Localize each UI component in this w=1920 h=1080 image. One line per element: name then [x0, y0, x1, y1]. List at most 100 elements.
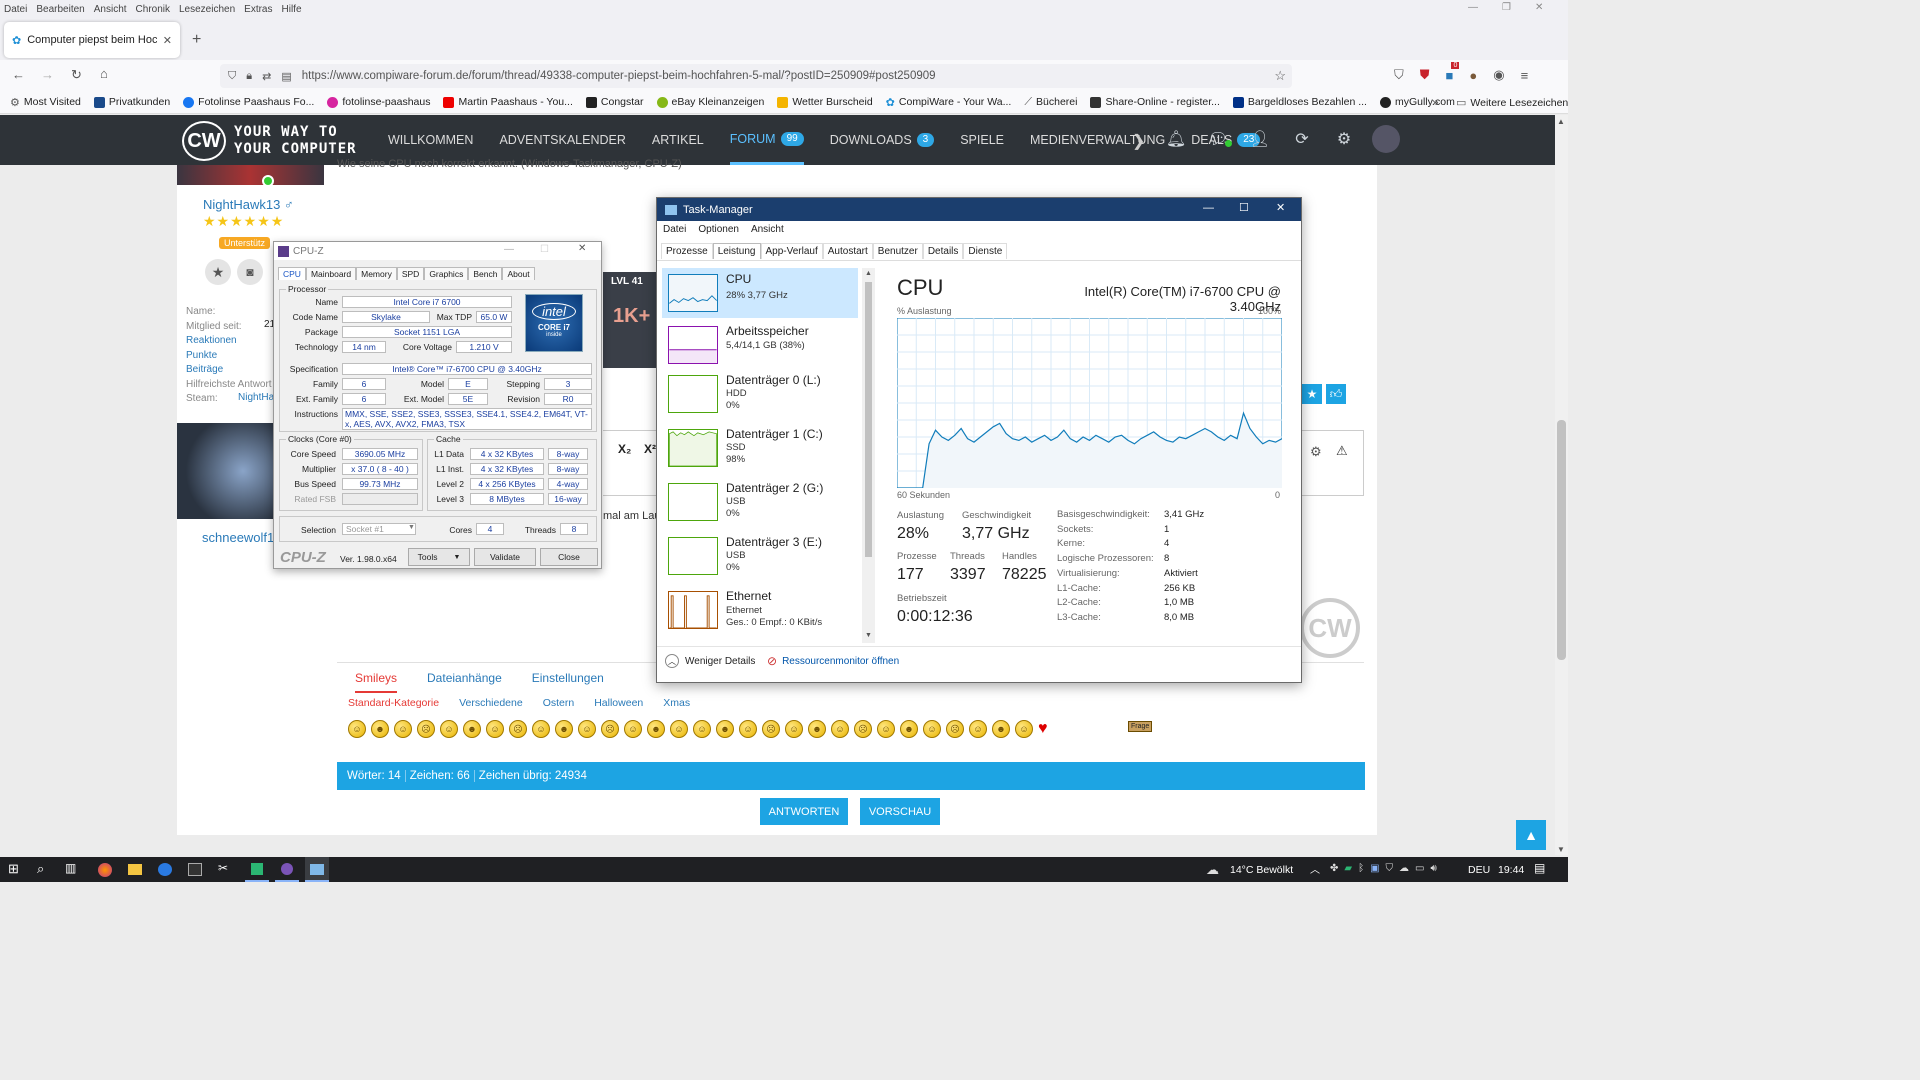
extension-icon[interactable]: ■ 0: [1445, 61, 1460, 83]
bookmark-compiware[interactable]: ✿ CompiWare - Your Wa...: [886, 96, 1012, 109]
bookmark-star-icon[interactable]: ☆: [1274, 68, 1286, 83]
pocket-icon[interactable]: ⛉: [1394, 67, 1404, 82]
smiley-icon[interactable]: ☹: [854, 720, 872, 738]
second-user-avatar[interactable]: [177, 423, 287, 519]
tm-tab-performance[interactable]: Leistung: [712, 243, 761, 259]
menu-chronik[interactable]: Chronik: [135, 3, 170, 15]
smiley-icon[interactable]: ☻: [992, 720, 1010, 738]
tab-settings[interactable]: Einstellungen: [531, 670, 604, 685]
user-icon[interactable]: 👤︎: [1249, 131, 1271, 148]
reply-button[interactable]: ANTWORTEN: [760, 798, 848, 825]
smiley-icon[interactable]: ☺: [693, 720, 711, 738]
weather-text[interactable]: 14°C Bewölkt: [1230, 864, 1294, 876]
subscript-button[interactable]: X₂: [618, 442, 632, 456]
tray-chevron-up-icon[interactable]: ︿: [1310, 865, 1320, 876]
nav-item-artikel[interactable]: ARTIKEL: [652, 115, 704, 165]
scroll-down-icon[interactable]: ▼: [865, 632, 872, 639]
smiley-icon[interactable]: ☺: [739, 720, 757, 738]
bookmark-buecherei[interactable]: ⟋ Bücherei: [1024, 96, 1077, 109]
camera-trophy-icon[interactable]: ◙: [237, 259, 263, 285]
ublock-icon[interactable]: ⛊: [1419, 67, 1430, 82]
tm-minimize-icon[interactable]: —: [1203, 202, 1214, 214]
back-icon[interactable]: ←: [12, 67, 25, 82]
tm-resource-disk2[interactable]: Datenträger 2 (G:) USB 0%: [662, 477, 858, 527]
tray-bluetooth-icon[interactable]: ᛒ: [1358, 863, 1365, 874]
shield-icon[interactable]: ⛉: [228, 69, 237, 82]
reader-icon[interactable]: ▤: [281, 70, 292, 83]
smiley-icon[interactable]: ☺: [440, 720, 458, 738]
bell-icon[interactable]: 🔔︎: [1165, 131, 1187, 148]
smiley-icon[interactable]: ☹: [601, 720, 619, 738]
clock-time[interactable]: 19:44: [1498, 864, 1525, 876]
maximize-icon[interactable]: ❐: [1502, 2, 1511, 13]
superscript-button[interactable]: X²: [644, 442, 656, 456]
tm-resource-ethernet[interactable]: Ethernet Ethernet Ges.: 0 Empf.: 0 KBit/…: [662, 585, 858, 635]
smiley-icon[interactable]: ☺: [969, 720, 987, 738]
smiley-icon[interactable]: ☺: [624, 720, 642, 738]
bookmark-privatkunden[interactable]: Privatkunden: [93, 96, 170, 108]
scroll-down-icon[interactable]: ▼: [1557, 845, 1565, 854]
smiley-icon[interactable]: ☻: [716, 720, 734, 738]
browser-tab-active[interactable]: ✿ Computer piepst beim Hochfa ✕: [4, 22, 180, 58]
tm-resource-memory[interactable]: Arbeitsspeicher 5,4/14,1 GB (38%): [662, 320, 858, 370]
tab-close-icon[interactable]: ✕: [162, 34, 172, 47]
tray-network-icon[interactable]: ▭: [1415, 863, 1425, 874]
cpuz-tab-graphics[interactable]: Graphics: [424, 266, 469, 280]
bookmark-most-visited[interactable]: ⚙ Most Visited: [10, 96, 81, 109]
sync-icon[interactable]: ⟳: [1295, 131, 1309, 148]
smiley-icon[interactable]: ☻: [900, 720, 918, 738]
windows-start-icon[interactable]: ⊞: [8, 861, 19, 876]
forward-icon[interactable]: →: [41, 67, 54, 82]
preview-button[interactable]: VORSCHAU: [860, 798, 940, 825]
nav-item-deals[interactable]: DEALS 23: [1191, 115, 1261, 165]
like-thumb-icon[interactable]: 👍︎: [1326, 384, 1346, 404]
minimize-icon[interactable]: —: [1468, 2, 1478, 13]
smiley-icon[interactable]: ☺: [578, 720, 596, 738]
smiley-category[interactable]: Halloween: [594, 697, 644, 709]
smiley-icon[interactable]: ☹: [509, 720, 527, 738]
star-trophy-icon[interactable]: ★: [205, 259, 231, 285]
scroll-up-icon[interactable]: ▲: [1557, 117, 1565, 126]
steam-value[interactable]: NightHa: [238, 392, 275, 403]
nav-item-forum[interactable]: FORUM 99: [729, 115, 804, 165]
cloud-weather-icon[interactable]: ☁: [1206, 862, 1219, 877]
cpuz-socket-select[interactable]: Socket #1: [342, 523, 416, 535]
cpuz-tab-mainboard[interactable]: Mainboard: [305, 266, 357, 280]
bookmark-youtube[interactable]: Martin Paashaus - You...: [443, 96, 573, 108]
tm-tab-app-history[interactable]: App-Verlauf: [760, 243, 823, 259]
snipping-taskbar-icon[interactable]: ✂: [218, 861, 229, 875]
scrollbar-thumb[interactable]: [1557, 420, 1566, 660]
user-field-reactions[interactable]: Reaktionen: [186, 335, 237, 346]
smiley-category[interactable]: Verschiedene: [459, 697, 523, 709]
hamburger-menu-icon[interactable]: ≡: [1520, 67, 1529, 83]
cpuz-taskbar-button[interactable]: [275, 857, 299, 882]
dropdown-arrow-icon[interactable]: ▼: [408, 524, 415, 531]
tm-tab-users[interactable]: Benutzer: [872, 243, 923, 259]
menu-bearbeiten[interactable]: Bearbeiten: [36, 3, 85, 15]
smiley-icon[interactable]: ☺: [486, 720, 504, 738]
smiley-icon[interactable]: ☺: [923, 720, 941, 738]
tray-network-app-icon[interactable]: ▣: [1370, 863, 1380, 874]
url-bar[interactable]: ⛉ 🔒︎ ⇄ ▤ https://www.compiware-forum.de/…: [220, 64, 1292, 88]
tm-resource-cpu[interactable]: CPU 28% 3,77 GHz: [662, 268, 858, 318]
cpuz-validate-button[interactable]: Validate: [474, 548, 536, 566]
tm-tab-startup[interactable]: Autostart: [822, 243, 873, 259]
smiley-icon[interactable]: ☹: [417, 720, 435, 738]
tm-menu-datei[interactable]: Datei: [663, 224, 687, 235]
bookmark-wetter[interactable]: Wetter Burscheid: [777, 96, 873, 108]
smiley-icon[interactable]: ☺: [394, 720, 412, 738]
cpuz-tab-spd[interactable]: SPD: [396, 266, 425, 280]
new-tab-icon[interactable]: +: [192, 31, 202, 48]
more-bookmarks-chevron-icon[interactable]: »: [1432, 95, 1439, 109]
tm-resource-disk3[interactable]: Datenträger 3 (E:) USB 0%: [662, 531, 858, 581]
tm-fewer-details-button[interactable]: ︿ Weniger Details: [665, 654, 755, 668]
tm-tab-details[interactable]: Details: [922, 243, 964, 259]
edge-taskbar-icon[interactable]: [158, 863, 172, 876]
task-view-icon[interactable]: ▥: [65, 861, 77, 875]
scroll-up-icon[interactable]: ▲: [865, 270, 872, 277]
menu-extras[interactable]: Extras: [244, 3, 273, 15]
smiley-icon[interactable]: ☺: [532, 720, 550, 738]
bookmark-paypal[interactable]: Bargeldloses Bezahlen ...: [1232, 96, 1367, 108]
menu-datei[interactable]: Datei: [4, 3, 28, 15]
terminal-taskbar-icon[interactable]: [188, 863, 202, 876]
